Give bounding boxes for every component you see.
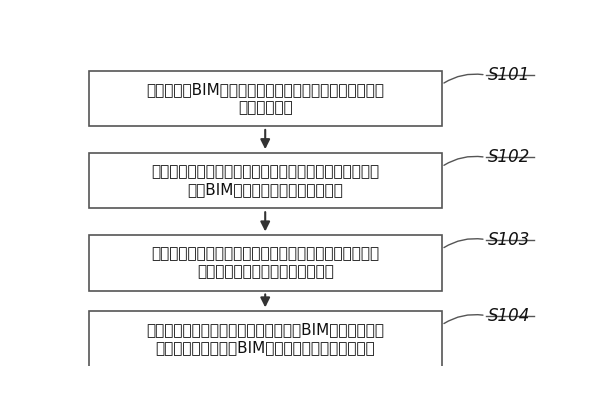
Text: 接收测温巡检启动指令，根据巡检控制指令获取各个测温: 接收测温巡检启动指令，根据巡检控制指令获取各个测温 (151, 247, 379, 261)
Text: 将所述设备温度矩阵映射到所述变电所BIM模型上的对应: 将所述设备温度矩阵映射到所述变电所BIM模型上的对应 (146, 323, 384, 337)
Text: 在所述三维可视化平台上根据预设的测温区域配置所述变: 在所述三维可视化平台上根据预设的测温区域配置所述变 (151, 164, 379, 179)
Text: S104: S104 (488, 307, 530, 325)
Text: 维可视化平台: 维可视化平台 (238, 100, 292, 115)
Text: S102: S102 (488, 148, 530, 166)
Text: 相机对应测温区域的设备温度矩阵: 相机对应测温区域的设备温度矩阵 (196, 264, 334, 279)
Text: 电所BIM模型中测温相机的测温视角: 电所BIM模型中测温相机的测温视角 (187, 182, 343, 197)
Bar (89, 311, 441, 367)
Text: S103: S103 (488, 231, 530, 249)
Text: 位置，为所述变电所BIM模型上的各个设备赋温度值: 位置，为所述变电所BIM模型上的各个设备赋温度值 (155, 340, 375, 355)
Text: 获取变电所BIM模型的三维数据并将所述三维数据导入三: 获取变电所BIM模型的三维数据并将所述三维数据导入三 (146, 82, 384, 97)
Text: S101: S101 (488, 66, 530, 84)
Bar (89, 153, 441, 208)
Bar (89, 235, 441, 291)
Bar (89, 71, 441, 126)
